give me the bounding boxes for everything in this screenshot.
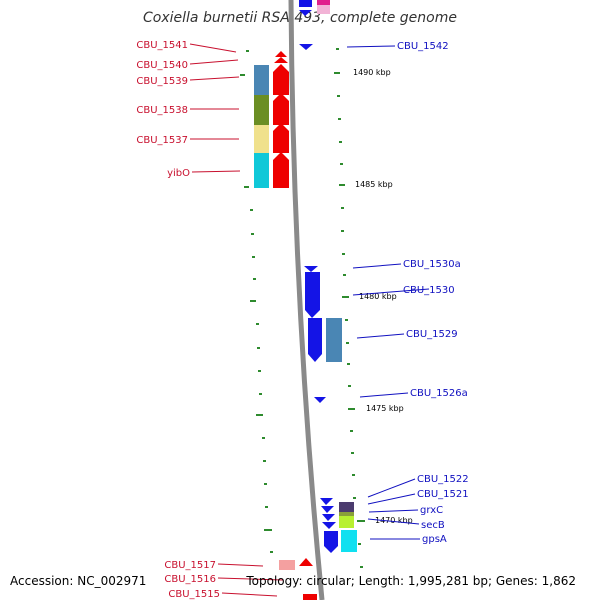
label-cbu-1541[interactable]: CBU_1541 — [136, 40, 188, 51]
accession-text: Accession: NC_002971 — [10, 574, 147, 588]
gene-cbu-1515[interactable] — [303, 594, 317, 600]
gene-cbu-1517[interactable] — [279, 560, 295, 570]
gene-cbu-1542[interactable] — [299, 44, 313, 50]
right-leader-lines — [346, 45, 430, 540]
right-gene-labels: CBU_1542 CBU_1530a CBU_1530 CBU_1529 CBU… — [397, 41, 469, 545]
gene-cbu-1538-block[interactable] — [254, 95, 269, 125]
kbp-label-1485: 1485 kbp — [355, 180, 393, 189]
kbp-label-1480: 1480 kbp — [359, 292, 397, 301]
label-cbu-1538[interactable]: CBU_1538 — [136, 105, 188, 116]
label-cbu-1516[interactable]: CBU_1516 — [164, 574, 216, 585]
label-cbu-1515[interactable]: CBU_1515 — [168, 589, 220, 600]
left-gene-labels: CBU_1541 CBU_1540 CBU_1539 CBU_1538 CBU_… — [136, 40, 220, 600]
gene-yibo-arrow[interactable] — [273, 152, 289, 188]
gene-cbu-1538-arrow[interactable] — [273, 93, 289, 125]
label-cbu-1539[interactable]: CBU_1539 — [136, 76, 188, 87]
label-cbu-1530[interactable]: CBU_1530 — [403, 285, 455, 296]
label-cbu-1526a[interactable]: CBU_1526a — [410, 388, 468, 399]
gene-feature-top-reverse[interactable] — [299, 0, 312, 7]
kbp-label-1470: 1470 kbp — [375, 516, 413, 525]
gene-feature-top-reverse-tip[interactable] — [299, 10, 312, 16]
gene-cbu-1539-arrow[interactable] — [273, 64, 289, 95]
gene-cbu-1522[interactable] — [320, 498, 333, 505]
gene-cbu-1530a[interactable] — [304, 266, 318, 272]
gene-cbu-1526a[interactable] — [314, 397, 326, 403]
gene-secb-block[interactable] — [339, 516, 354, 528]
gene-gpsa-block[interactable] — [341, 530, 357, 552]
right-tick-ring — [334, 48, 365, 568]
kbp-label-1490: 1490 kbp — [353, 68, 391, 77]
label-cbu-1542[interactable]: CBU_1542 — [397, 41, 449, 52]
label-secb[interactable]: secB — [421, 520, 445, 531]
gene-yibo-block[interactable] — [254, 153, 269, 188]
gene-feature-top-pink[interactable] — [317, 0, 330, 5]
label-grxc[interactable]: grxC — [420, 505, 443, 516]
genome-summary-text: Topology: circular; Length: 1,995,281 bp… — [246, 574, 576, 588]
label-cbu-1540[interactable]: CBU_1540 — [136, 60, 188, 71]
gene-cbu-1521-block[interactable] — [339, 502, 354, 512]
gene-cbu-1537-arrow[interactable] — [273, 123, 289, 153]
gene-cbu-1540[interactable] — [274, 57, 288, 63]
label-cbu-1517[interactable]: CBU_1517 — [164, 560, 216, 571]
gene-cbu-1521[interactable] — [321, 506, 334, 513]
left-tick-ring — [240, 50, 273, 553]
gene-cbu-1537-block[interactable] — [254, 125, 269, 153]
gene-cbu-1529-block[interactable] — [326, 318, 342, 362]
gene-cbu-1516[interactable] — [299, 558, 313, 566]
label-cbu-1537[interactable]: CBU_1537 — [136, 135, 188, 146]
gene-grxc-arrow[interactable] — [322, 514, 335, 521]
label-cbu-1530a[interactable]: CBU_1530a — [403, 259, 461, 270]
gene-secb-arrow[interactable] — [322, 522, 336, 529]
label-cbu-1522[interactable]: CBU_1522 — [417, 474, 469, 485]
genome-backbone — [288, 0, 325, 600]
kbp-ruler-labels: 1490 kbp 1485 kbp 1480 kbp 1475 kbp 1470… — [353, 68, 413, 525]
gene-feature-top-pale[interactable] — [317, 5, 330, 14]
label-gpsa[interactable]: gpsA — [422, 534, 447, 545]
gene-cbu-1539-block[interactable] — [254, 65, 269, 95]
gene-grxc-block[interactable] — [339, 512, 354, 516]
label-cbu-1529[interactable]: CBU_1529 — [406, 329, 458, 340]
kbp-label-1475: 1475 kbp — [366, 404, 404, 413]
gene-gpsa-arrow[interactable] — [324, 531, 338, 553]
map-title: Coxiella burnetii RSA 493, complete geno… — [143, 10, 457, 26]
gene-cbu-1530[interactable] — [305, 272, 320, 318]
label-yibo[interactable]: yibO — [167, 168, 190, 179]
left-leader-lines — [189, 43, 284, 597]
gene-cbu-1529-arrow[interactable] — [308, 318, 322, 362]
label-cbu-1521[interactable]: CBU_1521 — [417, 489, 469, 500]
gene-cbu-1541[interactable] — [275, 51, 287, 57]
